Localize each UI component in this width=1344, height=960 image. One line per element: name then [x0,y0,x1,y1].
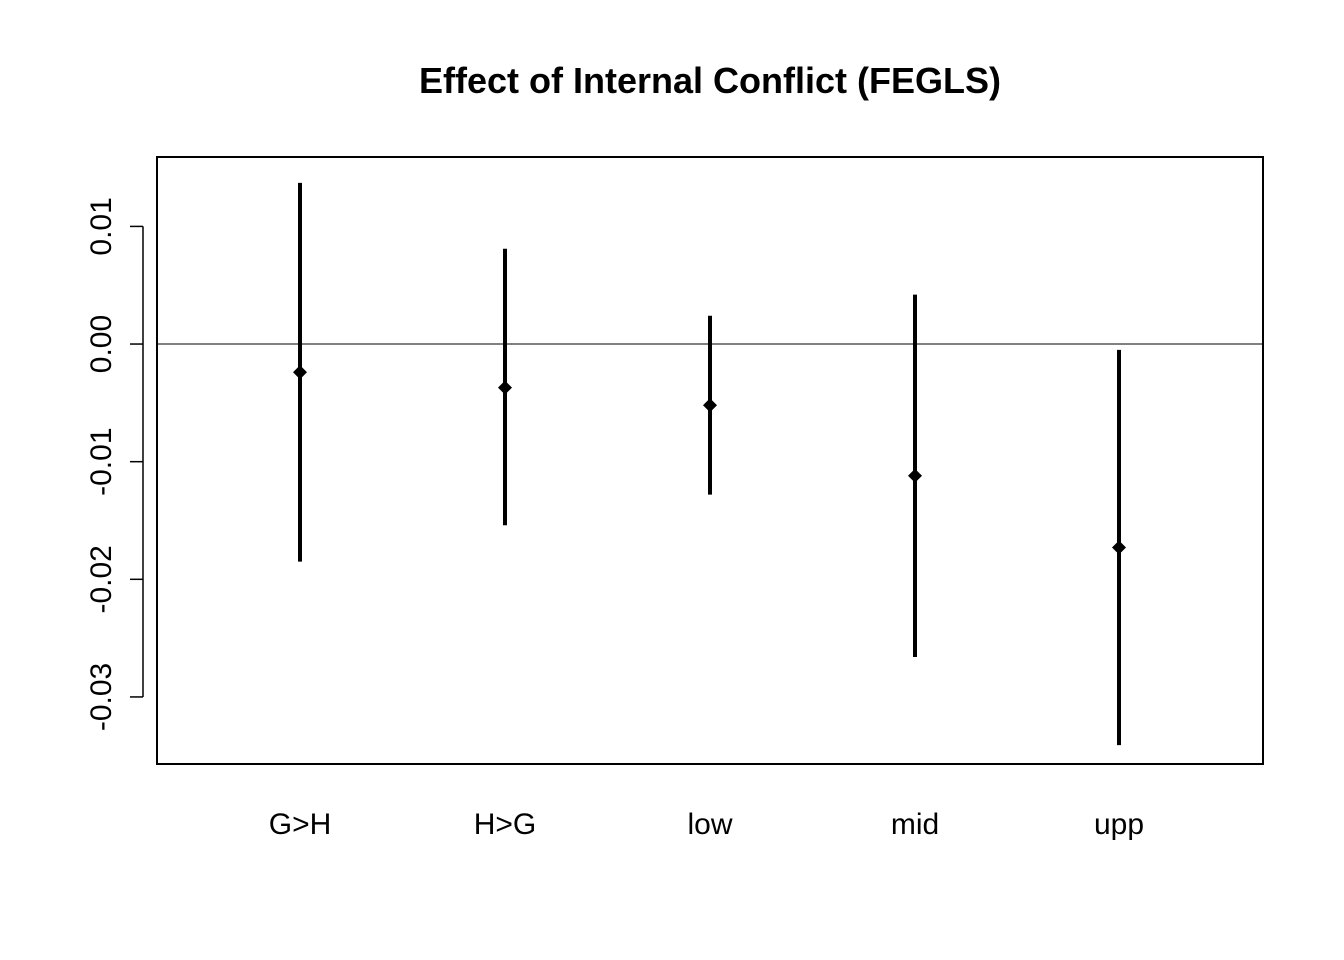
chart-title: Effect of Internal Conflict (FEGLS) [419,60,1001,101]
x-tick-label: G>H [269,808,332,841]
point-estimate [1112,540,1126,555]
y-tick-label: -0.01 [85,427,118,495]
x-tick-label: mid [891,808,939,841]
y-tick-label: -0.02 [85,545,118,613]
point-estimate [908,468,922,483]
y-axis: 0.01 0.00 -0.01 -0.02 -0.03 [85,197,144,731]
point-estimate [703,398,717,413]
y-tick-label: 0.01 [85,197,118,255]
x-tick-label: H>G [474,808,537,841]
plot-frame [156,156,1264,765]
x-axis: G>H H>G low mid upp [269,808,1144,841]
x-tick-label: low [687,808,732,841]
point-estimate [498,380,512,395]
error-bar-series [293,182,1126,746]
y-tick-label: 0.00 [85,315,118,373]
point-estimate [293,365,307,380]
y-tick-label: -0.03 [85,663,118,731]
x-tick-label: upp [1094,808,1144,841]
